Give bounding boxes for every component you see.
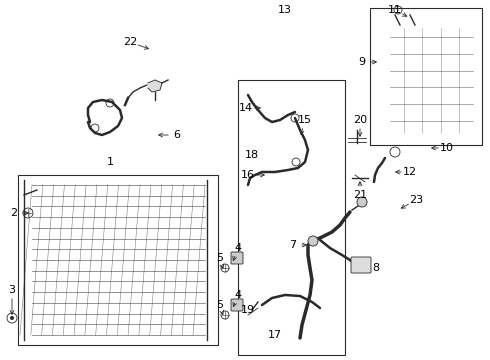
- Bar: [18, 175, 218, 345]
- Polygon shape: [148, 80, 162, 92]
- Text: 17: 17: [268, 330, 282, 340]
- Text: 9: 9: [359, 57, 366, 67]
- Text: 1: 1: [106, 157, 114, 167]
- Circle shape: [10, 316, 14, 320]
- Text: 19: 19: [241, 305, 255, 315]
- Text: 12: 12: [403, 167, 417, 177]
- Text: 5: 5: [217, 253, 223, 263]
- Text: 23: 23: [409, 195, 423, 205]
- Text: 13: 13: [278, 5, 292, 15]
- Text: 7: 7: [290, 240, 296, 250]
- Text: 11: 11: [388, 5, 402, 15]
- FancyBboxPatch shape: [351, 257, 371, 273]
- Text: 8: 8: [372, 263, 380, 273]
- Bar: [238, 80, 345, 355]
- Text: 4: 4: [234, 290, 242, 300]
- Text: 15: 15: [298, 115, 312, 125]
- Bar: [370, 8, 482, 145]
- Circle shape: [308, 236, 318, 246]
- FancyBboxPatch shape: [231, 299, 243, 311]
- Text: 2: 2: [10, 208, 18, 218]
- Circle shape: [357, 197, 367, 207]
- Text: 20: 20: [353, 115, 367, 125]
- Text: 4: 4: [234, 243, 242, 253]
- Text: 21: 21: [353, 190, 367, 200]
- FancyBboxPatch shape: [231, 252, 243, 264]
- Text: 18: 18: [245, 150, 259, 160]
- Text: 6: 6: [173, 130, 180, 140]
- Text: 22: 22: [123, 37, 137, 47]
- Text: 16: 16: [241, 170, 255, 180]
- Text: 14: 14: [239, 103, 253, 113]
- Text: 3: 3: [8, 285, 16, 295]
- Text: 10: 10: [440, 143, 454, 153]
- Text: 5: 5: [217, 300, 223, 310]
